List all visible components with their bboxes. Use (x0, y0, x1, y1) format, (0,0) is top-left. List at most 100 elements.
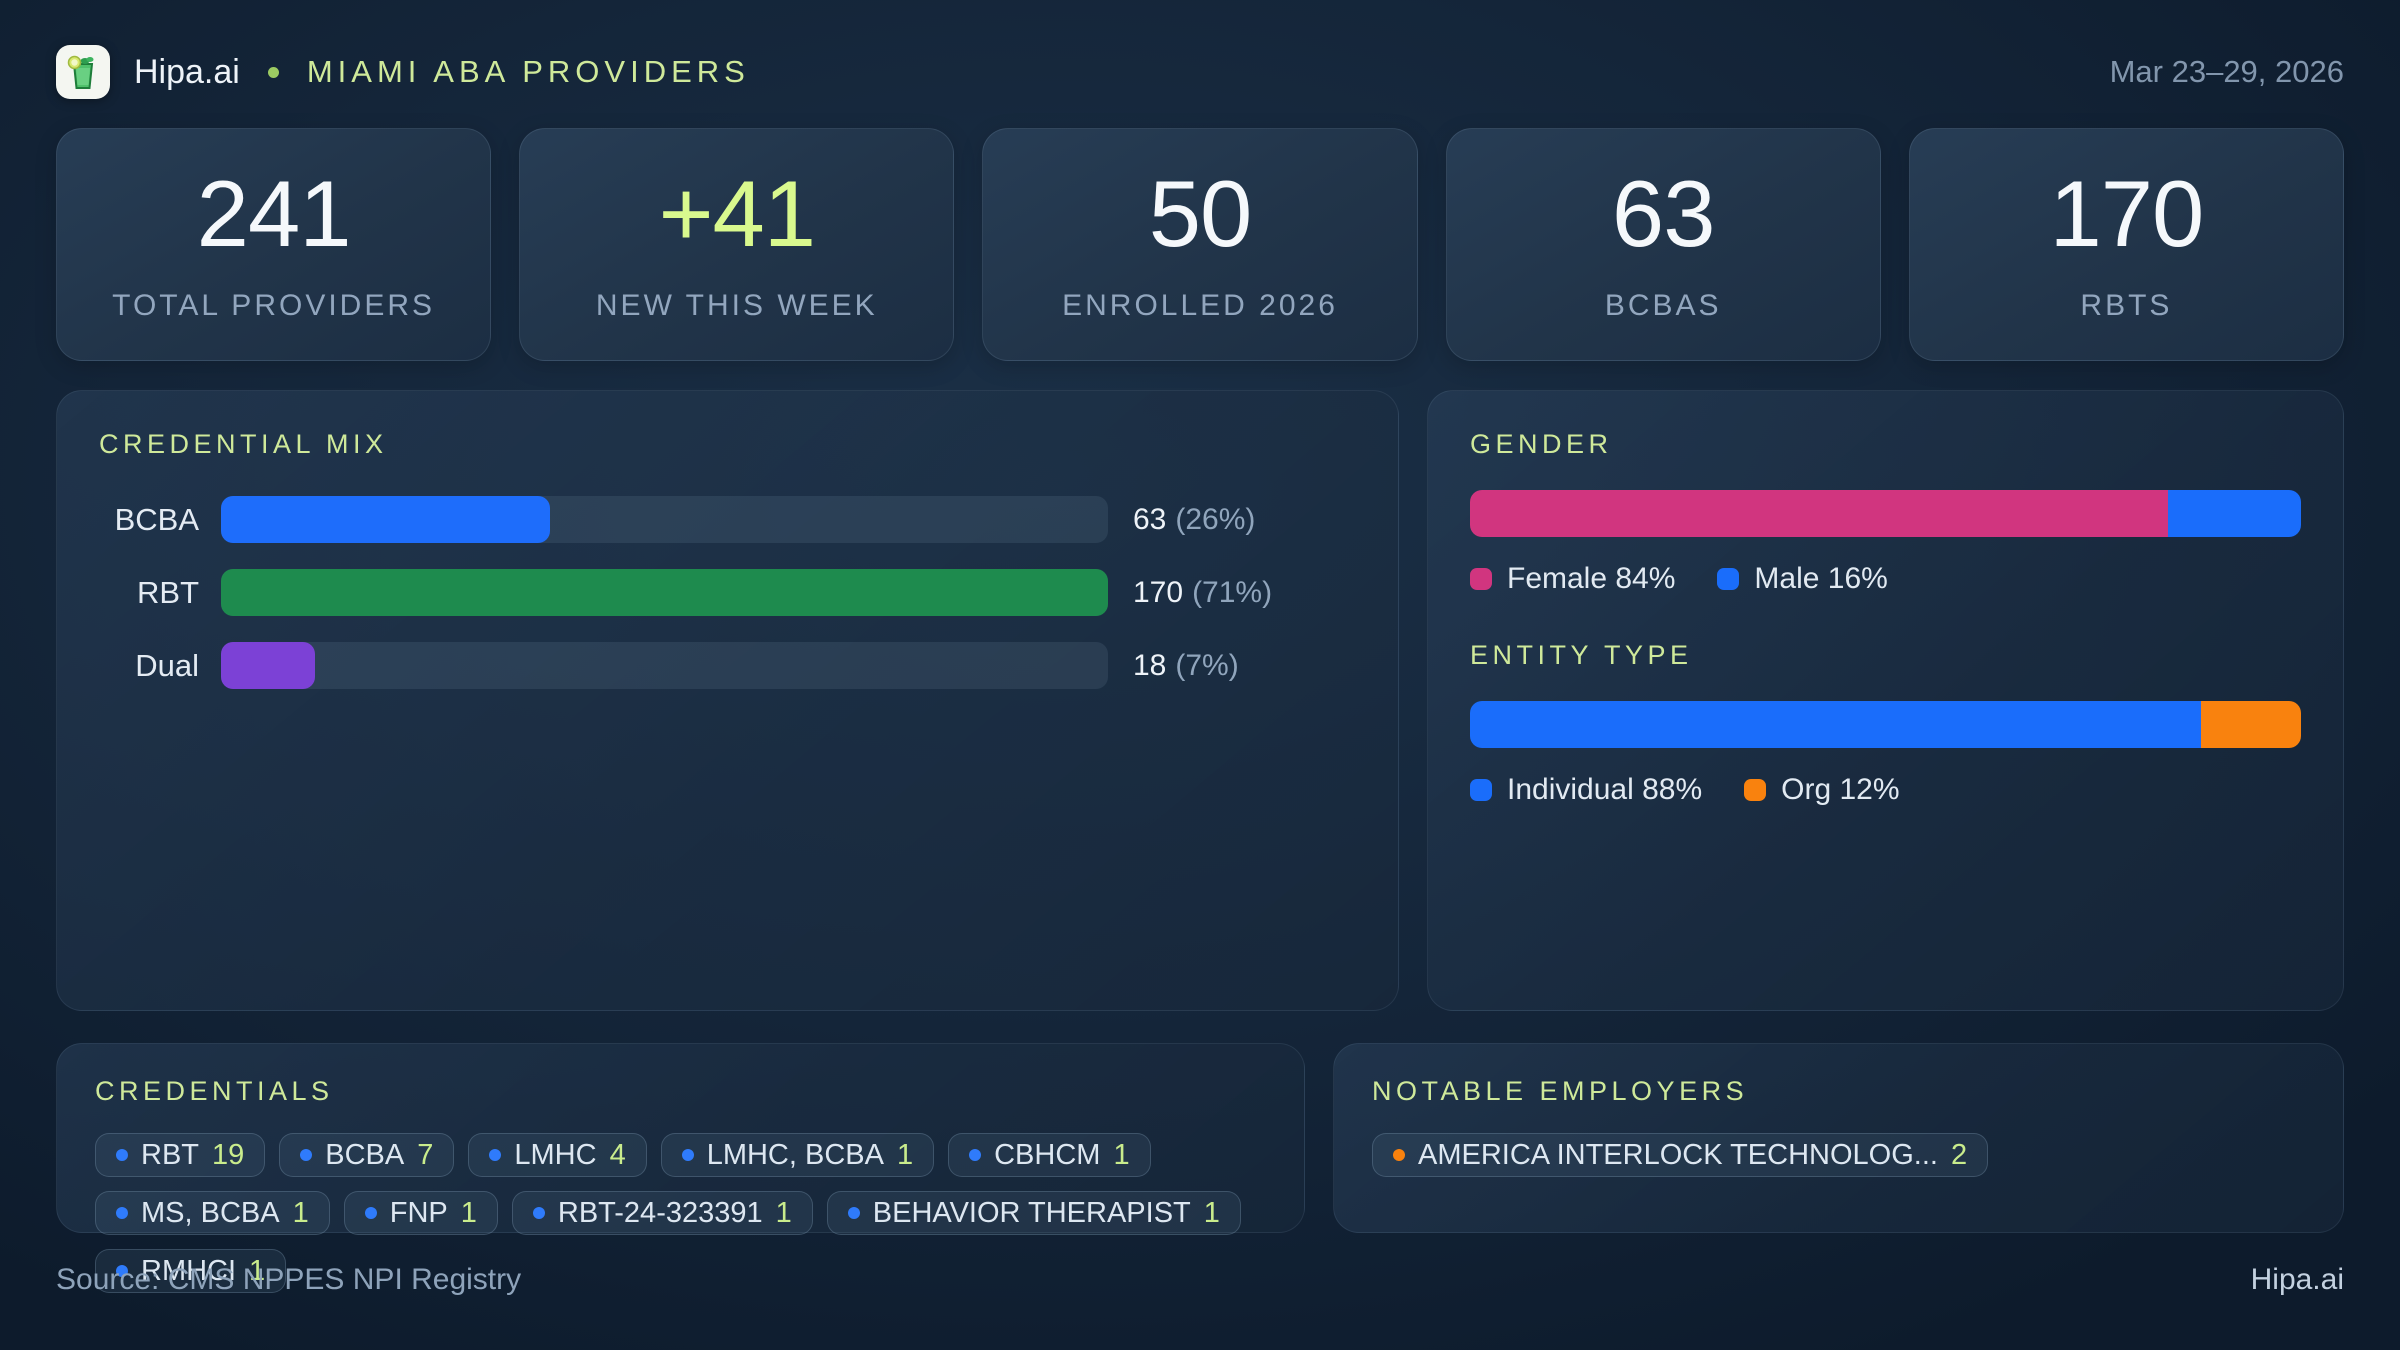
credential-mix-chart: BCBA 63 (26%) RBT 170 (71%) Dual 18 (7%) (99, 496, 1356, 689)
bar-value-percent: (26%) (1175, 502, 1256, 536)
bar-value: 170 (71%) (1133, 576, 1272, 610)
bar-label: RBT (137, 574, 199, 610)
legend-swatch (1470, 568, 1492, 590)
stat-label: TOTAL PROVIDERS (112, 288, 436, 322)
chip: LMHC, BCBA 1 (660, 1133, 935, 1177)
middle-panels: CREDENTIAL MIX BCBA 63 (26%) RBT 170 (71%) Dua… (56, 390, 2344, 1011)
chip-label: LMHC, BCBA (706, 1138, 884, 1171)
chip-dot-icon (1393, 1149, 1405, 1161)
legend-swatch (1470, 779, 1492, 801)
chip-count: 19 (212, 1138, 245, 1171)
bar-track (221, 642, 1108, 689)
data-source: Source: CMS NPPES NPI Registry (56, 1263, 522, 1296)
stack-segment (1470, 701, 2202, 748)
bar-fill (221, 569, 1108, 616)
legend-item: Female 84% (1470, 562, 1675, 596)
stats-row: 241 TOTAL PROVIDERS +41 NEW THIS WEEK 50 ENRO… (56, 128, 2345, 361)
credentials-chip-list: RBT 19 BCBA 7 LMHC 4 LMHC, BCBA 1 CBHCM 1 MS, BCBA… (95, 1133, 1266, 1293)
chip: FNP 1 (343, 1191, 498, 1235)
chip-label: MS, BCBA (141, 1196, 280, 1229)
chip-count: 1 (292, 1196, 309, 1229)
page-title: MIAMI ABA PROVIDERS (306, 54, 750, 89)
stat-value: 50 (1148, 160, 1253, 266)
footer: Source: CMS NPPES NPI Registry Hipa.ai (56, 1263, 2344, 1297)
legend-label: Org 12% (1781, 773, 1900, 806)
chip-dot-icon (681, 1149, 694, 1161)
chip-count: 4 (609, 1138, 626, 1171)
stat-value: 170 (2049, 160, 2204, 266)
stat-card: 63 BCBAS (1445, 128, 1881, 361)
chip: LMHC 4 (468, 1133, 647, 1177)
entity-type-title: ENTITY TYPE (1470, 640, 1693, 670)
entity-type-bar (1470, 701, 2301, 748)
legend-label: Female 84% (1507, 562, 1676, 595)
footer-brand: Hipa.ai (2250, 1263, 2344, 1296)
stack-segment (1470, 490, 2169, 537)
chip: CBHCM 1 (948, 1133, 1151, 1177)
bar-fill (221, 642, 316, 689)
chip-label: RBT (141, 1138, 199, 1171)
chip-count: 1 (1203, 1196, 1220, 1229)
chip-count: 7 (417, 1138, 434, 1171)
chip-dot-icon (116, 1265, 128, 1277)
stat-value: 241 (196, 160, 352, 266)
chip: RMHCI 1 (95, 1249, 287, 1293)
credential-bar-row: Dual 18 (7%) (99, 642, 1356, 689)
chip-dot-icon (969, 1149, 982, 1161)
legend-item: Individual 88% (1470, 773, 1702, 807)
chip-count: 1 (775, 1196, 792, 1229)
stat-card: 241 TOTAL PROVIDERS (56, 128, 492, 361)
gender-section: GENDER Female 84% Male 16% (1470, 429, 2301, 596)
chip-label: RMHCI (141, 1254, 237, 1287)
chip-label: LMHC (514, 1138, 597, 1171)
gender-bar (1470, 490, 2301, 537)
bar-value-number: 63 (1133, 502, 1167, 536)
app-logo (56, 45, 110, 99)
chip-dot-icon (116, 1207, 128, 1219)
chip-dot-icon (116, 1149, 128, 1161)
credential-bar-row: BCBA 63 (26%) (99, 496, 1356, 543)
entity-type-section: ENTITY TYPE Individual 88% Org 12% (1470, 640, 2301, 807)
bar-value-percent: (7%) (1175, 648, 1239, 682)
gender-legend: Female 84% Male 16% (1470, 562, 2301, 596)
chip-label: BCBA (325, 1138, 405, 1171)
stat-value: 63 (1611, 160, 1716, 266)
bar-value-number: 170 (1133, 575, 1184, 609)
chip-dot-icon (847, 1207, 860, 1219)
separator-dot-icon (267, 66, 279, 78)
gender-title: GENDER (1470, 429, 1613, 459)
bar-label: BCBA (114, 501, 199, 537)
stat-label: RBTS (2080, 288, 2173, 322)
bar-label: Dual (135, 647, 199, 683)
bar-track (221, 496, 1108, 543)
chip: RBT-24-323391 1 (511, 1191, 813, 1235)
bar-value-percent: (71%) (1192, 575, 1273, 609)
stat-label: ENROLLED 2026 (1062, 288, 1338, 322)
bar-value-number: 18 (1133, 648, 1167, 682)
legend-label: Individual 88% (1507, 773, 1703, 806)
employers-chip-list: AMERICA INTERLOCK TECHNOLOG... 2 (1372, 1133, 2305, 1177)
bar-value: 63 (26%) (1133, 503, 1255, 537)
stat-card: 50 ENROLLED 2026 (982, 128, 1418, 361)
chip-label: BEHAVIOR THERAPIST (872, 1196, 1191, 1229)
credential-mix-panel: CREDENTIAL MIX BCBA 63 (26%) RBT 170 (71%) Dua… (56, 390, 1399, 1011)
legend-swatch (1744, 779, 1767, 801)
bar-track (221, 569, 1108, 616)
chip: MS, BCBA 1 (95, 1191, 330, 1235)
date-range: Mar 23–29, 2026 (2109, 54, 2344, 89)
header: Hipa.ai MIAMI ABA PROVIDERS Mar 23–29, 2… (56, 44, 2344, 100)
brand-name: Hipa.ai (134, 52, 240, 91)
stat-value: +41 (658, 160, 816, 266)
chip-label: AMERICA INTERLOCK TECHNOLOG... (1418, 1138, 1938, 1171)
credential-mix-title: CREDENTIAL MIX (99, 429, 388, 459)
stat-label: NEW THIS WEEK (595, 288, 878, 322)
chip-dot-icon (364, 1207, 377, 1219)
credentials-title: CREDENTIALS (95, 1076, 334, 1106)
chip-dot-icon (300, 1149, 313, 1161)
stack-segment (2201, 701, 2301, 748)
stat-card: 170 RBTS (1908, 128, 2345, 361)
credential-bar-row: RBT 170 (71%) (99, 569, 1356, 616)
chip: BEHAVIOR THERAPIST 1 (826, 1191, 1241, 1235)
stat-card: +41 NEW THIS WEEK (519, 128, 955, 361)
stat-label: BCBAS (1604, 288, 1722, 322)
